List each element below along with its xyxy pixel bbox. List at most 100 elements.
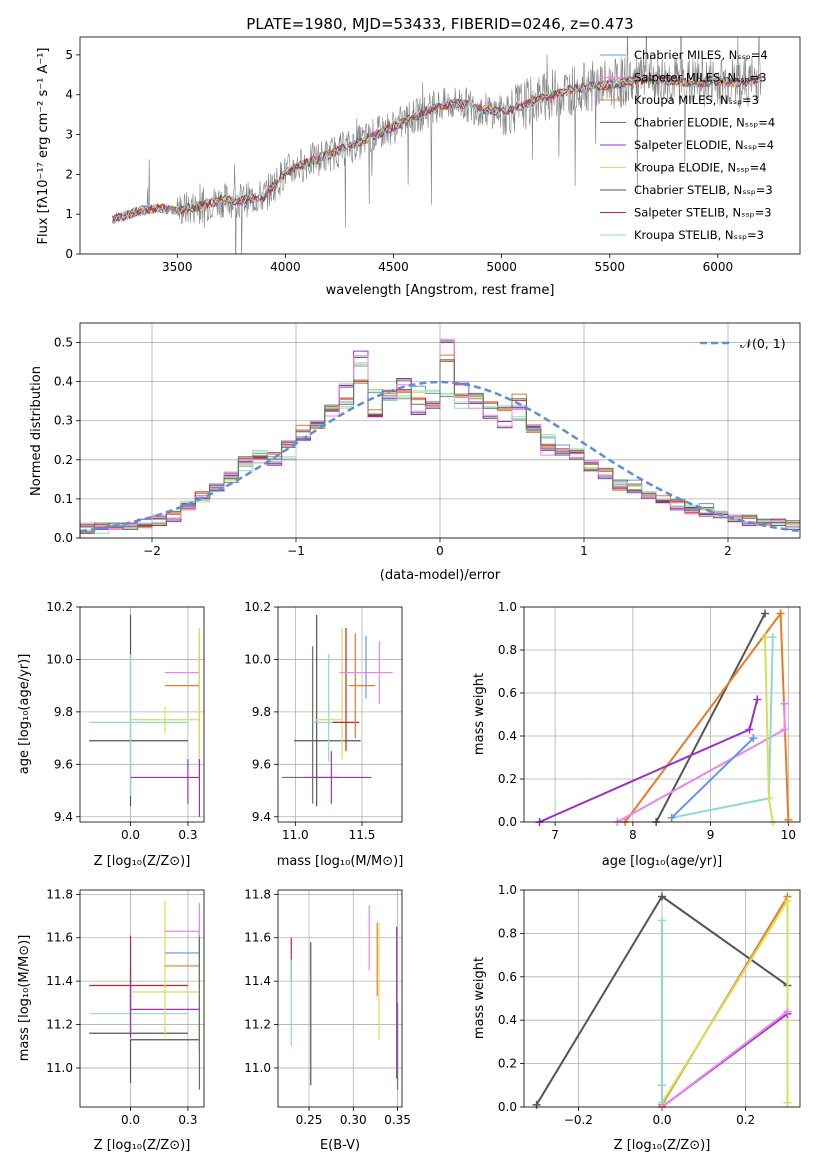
weight-marker — [532, 1100, 541, 1109]
x-tick-label: 11.5 — [349, 828, 376, 842]
weight-marker — [780, 725, 789, 734]
y-tick-label: 9.8 — [252, 705, 271, 719]
plot-frame — [277, 889, 403, 1108]
y-tick-label: 2 — [65, 167, 73, 181]
z-mass-weight-panel: −0.2 0.0 0.2 0.0 0.2 0.4 0.6 0.8 1.0 — [498, 883, 801, 1127]
y-tick-label: 0.4 — [498, 729, 517, 743]
x-tick-label: 0.3 — [178, 828, 197, 842]
ebv-vs-mass-panel: 0.25 0.30 0.35 11.0 11.2 11.4 11.6 11.8 — [244, 887, 411, 1127]
panel6-xlabel: E(B-V) — [320, 1138, 360, 1153]
weight-line-chabrier-stelib — [655, 613, 766, 823]
normal-curve-line — [79, 380, 801, 533]
model-line-kroupa-elodie — [112, 73, 762, 221]
weight-line-kroupa-miles — [624, 610, 790, 823]
x-tick-label: −0.2 — [564, 1113, 593, 1127]
legend-label: Kroupa STELIB, Nₛₛₚ=3 — [634, 228, 764, 242]
legend-label: 𝒩(0, 1) — [740, 336, 786, 351]
y-tick-label: 10.0 — [244, 652, 271, 666]
model-line-salpeter-miles — [112, 73, 762, 225]
y-tick-label: 11.8 — [244, 887, 271, 901]
residuals-panel: −2 −1 0 1 2 0.0 0.1 0.2 0.3 0.4 0.5 𝒩(0, 1) — [54, 322, 801, 558]
x-tick-label: 0 — [436, 544, 444, 558]
plot-frame — [79, 889, 205, 1108]
weight-marker — [745, 725, 754, 734]
panel7-ylabel: mass weight — [472, 957, 487, 1039]
y-tick-label: 11.4 — [244, 974, 271, 988]
x-tick-label: 1 — [580, 544, 588, 558]
weight-line-chabrier-miles — [671, 737, 755, 819]
panel2-xlabel: Z [log₁₀(Z/Z⊙)] — [94, 854, 191, 869]
y-tick-label: 5 — [65, 48, 73, 62]
weight-marker — [761, 633, 770, 642]
legend-label: Salpeter ELODIE, Nₛₛₚ=4 — [634, 138, 774, 152]
residuals-xlabel: (data-model)/error — [380, 568, 501, 583]
plot-frame — [523, 889, 801, 1108]
plot-frame — [79, 606, 205, 823]
y-tick-label: 0.8 — [498, 643, 517, 657]
y-tick-label: 0.4 — [54, 375, 73, 389]
weight-marker — [667, 813, 676, 822]
age-mass-weight-panel: 7 8 9 10 0.0 0.2 0.4 0.6 0.8 1.0 — [498, 600, 801, 842]
spectrum-xlabel: wavelength [Angstrom, rest frame] — [326, 283, 555, 298]
y-tick-label: 0.0 — [54, 531, 73, 545]
weight-marker — [658, 1081, 666, 1090]
y-tick-label: 11.2 — [244, 1018, 271, 1032]
panel3-xlabel: mass [log₁₀(M/M⊙)] — [277, 854, 404, 869]
y-tick-label: 11.0 — [244, 1061, 271, 1075]
y-tick-label: 11.4 — [46, 974, 73, 988]
y-tick-label: 0 — [65, 247, 73, 261]
spectrum-ylabel: Flux [fλ10⁻¹⁷ erg cm⁻² s⁻¹ A⁻¹] — [36, 48, 51, 245]
weight-marker — [784, 815, 793, 824]
y-tick-label: 0.1 — [54, 492, 73, 506]
weight-line-kroupa-stelib — [671, 637, 774, 819]
y-tick-label: 10.2 — [244, 600, 271, 614]
y-tick-label: 9.4 — [54, 810, 73, 824]
x-tick-label: 3500 — [162, 260, 193, 274]
z-vs-mass-panel: 0.0 0.3 11.0 11.2 11.4 11.6 11.8 — [46, 887, 205, 1127]
model-line-salpeter-elodie — [112, 74, 762, 222]
y-tick-label: 11.0 — [46, 1061, 73, 1075]
weight-marker — [764, 794, 773, 803]
spectrum-lines — [112, 37, 762, 254]
weight-marker — [783, 1098, 792, 1107]
weight-marker — [768, 633, 777, 642]
x-tick-label: 5000 — [486, 260, 517, 274]
y-tick-label: 3 — [65, 128, 73, 142]
weight-marker — [658, 1098, 666, 1107]
y-tick-label: 0.8 — [498, 926, 517, 940]
legend-label: Salpeter MILES, Nₛₛₚ=3 — [634, 71, 767, 85]
x-tick-label: 10 — [781, 828, 796, 842]
x-tick-label: 2 — [724, 544, 732, 558]
y-tick-label: 9.4 — [252, 810, 271, 824]
weight-marker — [753, 695, 762, 704]
panel7-xlabel: Z [log₁₀(Z/Z⊙)] — [614, 1138, 711, 1153]
y-tick-label: 0.0 — [498, 1100, 517, 1114]
x-tick-label: 9 — [707, 828, 715, 842]
y-tick-label: 0.3 — [54, 414, 73, 428]
weight-marker — [761, 609, 770, 618]
weight-marker — [783, 1007, 792, 1016]
spectrum-panel: 3500 4000 4500 5000 5500 6000 0 1 2 3 4 5 Chabrier M… — [65, 36, 801, 274]
weight-marker — [780, 699, 789, 708]
legend-label: Chabrier MILES, Nₛₛₚ=4 — [634, 48, 768, 62]
panel5-xlabel: Z [log₁₀(Z/Z⊙)] — [94, 1138, 191, 1153]
legend-label: Chabrier ELODIE, Nₛₛₚ=4 — [634, 116, 775, 130]
x-tick-label: 0.3 — [178, 1113, 197, 1127]
y-tick-label: 11.2 — [46, 1018, 73, 1032]
y-tick-label: 11.6 — [46, 931, 73, 945]
y-tick-label: 0.2 — [54, 453, 73, 467]
panel5-ylabel: mass [log₁₀(M/M⊙)] — [17, 935, 32, 1062]
legend-label: Kroupa MILES, Nₛₛₚ=3 — [634, 93, 759, 107]
weight-marker — [776, 609, 785, 618]
panel4-ylabel: mass weight — [472, 673, 487, 755]
x-tick-label: −2 — [143, 544, 161, 558]
x-tick-label: 0.2 — [736, 1113, 755, 1127]
y-tick-label: 1.0 — [498, 600, 517, 614]
x-tick-label: 4000 — [270, 260, 301, 274]
plot-frame — [277, 606, 403, 823]
x-tick-label: 0.0 — [121, 1113, 140, 1127]
x-tick-label: −1 — [287, 544, 305, 558]
y-tick-label: 0.6 — [498, 686, 517, 700]
y-tick-label: 1.0 — [498, 883, 517, 897]
